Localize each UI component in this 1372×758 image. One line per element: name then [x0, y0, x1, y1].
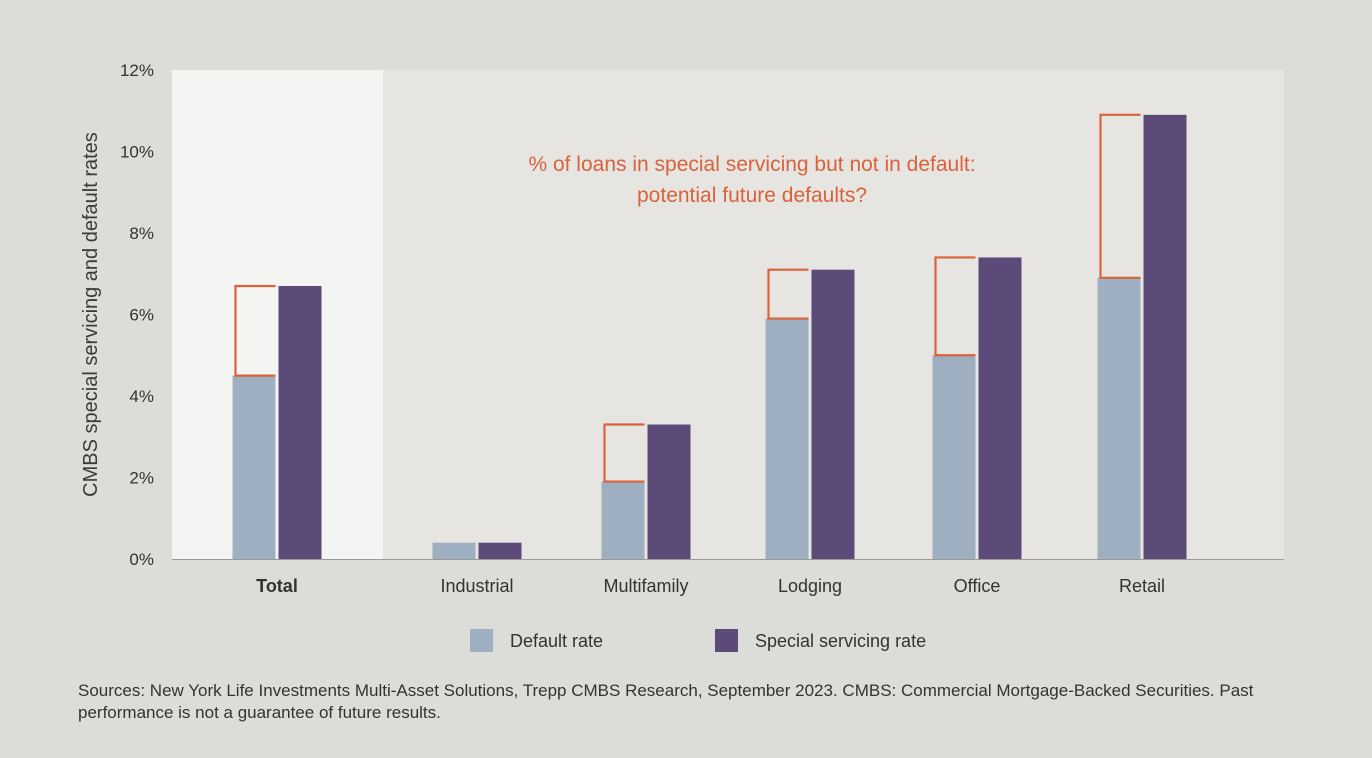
bracket-retail [1099, 113, 1141, 279]
x-tick-label-multifamily: Multifamily [603, 576, 688, 596]
annotation-line-1: % of loans in special servicing but not … [528, 153, 975, 176]
y-tick-label: 6% [129, 306, 154, 325]
bar-special-servicing-rate-total [278, 285, 322, 559]
legend-label-default-rate: Default rate [510, 631, 603, 651]
x-tick-label-lodging: Lodging [778, 576, 842, 596]
bar-default-rate-multifamily [601, 481, 645, 559]
bar-default-rate-total [232, 375, 276, 559]
bracket-multifamily [603, 423, 645, 483]
bar-special-servicing-rate-lodging [811, 269, 855, 559]
x-tick-label-industrial: Industrial [440, 576, 513, 596]
highlight-region-total [172, 70, 383, 559]
y-tick-label: 0% [129, 550, 154, 569]
bar-default-rate-retail [1097, 277, 1141, 559]
bracket-total [234, 284, 276, 377]
y-axis-label: CMBS special servicing and default rates [80, 132, 102, 497]
x-tick-label-office: Office [954, 576, 1001, 596]
y-tick-label: 4% [129, 387, 154, 406]
bracket-office [934, 256, 976, 357]
bar-default-rate-office [932, 355, 976, 559]
y-tick-label: 8% [129, 224, 154, 243]
bar-default-rate-lodging [765, 318, 809, 559]
bracket-lodging [767, 268, 809, 320]
legend-swatch-default-rate [470, 629, 493, 652]
y-tick-label: 12% [120, 61, 154, 80]
bar-default-rate-industrial [432, 542, 476, 559]
bar-special-servicing-rate-retail [1143, 114, 1187, 559]
legend-label-special-servicing-rate: Special servicing rate [755, 631, 926, 651]
bar-special-servicing-rate-multifamily [647, 424, 691, 559]
bar-special-servicing-rate-industrial [478, 542, 522, 559]
y-tick-label: 2% [129, 469, 154, 488]
y-tick-label: 10% [120, 143, 154, 162]
x-tick-label-total: Total [256, 576, 298, 596]
x-tick-label-retail: Retail [1119, 576, 1165, 596]
bar-special-servicing-rate-office [978, 257, 1022, 559]
legend-swatch-special-servicing-rate [715, 629, 738, 652]
annotation-line-2: potential future defaults? [637, 184, 867, 207]
source-note: Sources: New York Life Investments Multi… [78, 681, 1254, 722]
